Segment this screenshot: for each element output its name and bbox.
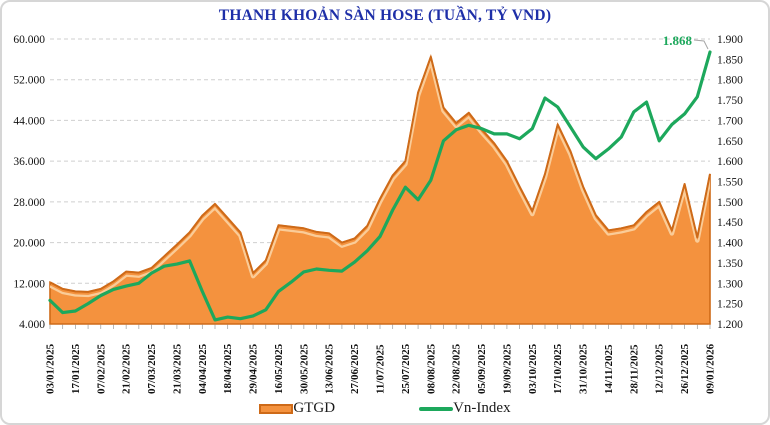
vnindex-line — [48, 50, 712, 322]
x-axis-label: 05/09/2025 — [476, 343, 488, 394]
annotation-leader-line — [693, 39, 709, 50]
x-axis-label: 09/01/2026 — [705, 343, 717, 394]
x-axis-label: 08/08/2025 — [425, 343, 437, 394]
right-axis-label: 1.500 — [717, 197, 743, 209]
left-axis-label: 52.000 — [13, 75, 45, 87]
x-axis-label: 19/09/2025 — [501, 343, 513, 394]
right-axis-label: 1.450 — [717, 217, 743, 229]
right-axis-label: 1.250 — [717, 299, 743, 311]
x-axis-label: 30/05/2025 — [298, 343, 310, 394]
gtgd-area-edge — [49, 55, 711, 293]
x-axis-label: 17/10/2025 — [552, 343, 564, 394]
left-axis-label: 28.000 — [13, 197, 45, 209]
chart-legend: GTGD Vn-Index — [2, 400, 768, 417]
vnindex-line-swatch — [419, 406, 454, 411]
legend-vnindex-label: Vn-Index — [453, 400, 511, 416]
x-axis-label: 31/10/2025 — [578, 343, 590, 394]
x-axis-label: 16/05/2025 — [273, 343, 285, 394]
x-axis-label: 18/04/2025 — [222, 343, 234, 394]
x-axis-label: 12/12/2025 — [654, 343, 666, 394]
x-axis-label: 29/04/2025 — [248, 343, 260, 394]
right-axis-label: 1.800 — [717, 75, 743, 87]
chart-title: THANH KHOẢN SÀN HOSE (TUẦN, TỶ VND) — [218, 7, 552, 24]
right-axis-label: 1.750 — [717, 95, 743, 107]
right-axis-label: 1.900 — [717, 34, 743, 46]
right-axis-label: 1.200 — [717, 319, 743, 331]
last-value-label: 1.868 — [663, 33, 693, 48]
right-axis-label: 1.650 — [717, 136, 743, 148]
right-axis-label: 1.300 — [717, 278, 743, 290]
x-axis-label: 28/11/2025 — [628, 344, 640, 394]
left-axis-label: 36.000 — [13, 156, 45, 168]
right-axis-label: 1.400 — [717, 238, 743, 250]
x-axis-label: 25/07/2025 — [400, 343, 412, 394]
left-axis-label: 12.000 — [13, 278, 45, 290]
x-axis-label: 22/08/2025 — [451, 343, 463, 394]
legend-item-gtgd: GTGD — [259, 400, 335, 417]
right-axis-label: 1.550 — [717, 177, 743, 189]
gtgd-area — [49, 54, 711, 325]
right-axis-label: 1.700 — [717, 115, 743, 127]
left-axis-label: 44.000 — [13, 115, 45, 127]
x-axis-label: 14/11/2025 — [603, 344, 615, 394]
left-axis-label: 4.000 — [19, 319, 45, 331]
x-axis-label: 13/06/2025 — [324, 343, 336, 394]
gtgd-area-swatch — [259, 403, 294, 414]
left-axis-label: 60.000 — [13, 34, 45, 46]
right-axis-label: 1.850 — [717, 54, 743, 66]
x-axis-label: 11/07/2025 — [375, 344, 387, 394]
x-axis-label: 07/02/2025 — [95, 343, 107, 394]
x-axis-label: 21/03/2025 — [171, 343, 183, 394]
right-axis-label: 1.350 — [717, 258, 743, 270]
legend-gtgd-label: GTGD — [293, 400, 336, 416]
legend-item-vnindex: Vn-Index — [419, 400, 511, 417]
x-axis-label: 03/01/2025 — [45, 343, 57, 394]
x-axis-label: 21/02/2025 — [121, 343, 133, 394]
x-axis-label: 07/03/2025 — [146, 343, 158, 394]
x-axis-label: 27/06/2025 — [349, 343, 361, 394]
x-axis-label: 26/12/2025 — [679, 343, 691, 394]
x-axis-label: 03/10/2025 — [527, 343, 539, 394]
x-axis-label: 04/04/2025 — [197, 343, 209, 394]
right-axis-label: 1.600 — [717, 156, 743, 168]
left-axis-label: 20.000 — [13, 238, 45, 250]
x-axis-label: 17/01/2025 — [70, 343, 82, 394]
